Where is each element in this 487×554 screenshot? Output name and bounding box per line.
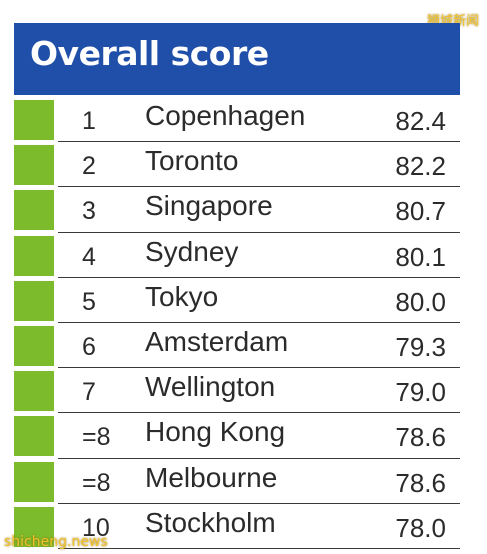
city-label: Sydney [145, 235, 239, 267]
row-swatch [14, 461, 54, 502]
row-divider [58, 321, 460, 323]
row-divider [58, 547, 460, 549]
row-swatch [14, 325, 54, 366]
row-divider [58, 276, 460, 278]
row-swatch [14, 416, 54, 457]
score-value: 78.0 [395, 512, 446, 543]
rank-label: 10 [82, 513, 110, 542]
table-row: 6 Amsterdam 79.3 [14, 323, 460, 369]
row-swatch [14, 235, 54, 276]
rank-label: 1 [82, 107, 96, 135]
row-swatch [14, 190, 54, 231]
table-row: 7 Wellington 79.0 [14, 368, 460, 414]
score-value: 82.2 [395, 151, 446, 182]
row-swatch [14, 100, 54, 140]
rank-label: 3 [82, 197, 96, 226]
city-label: Wellington [145, 371, 276, 403]
row-divider [58, 141, 460, 143]
score-value: 79.3 [395, 331, 446, 362]
row-divider [58, 502, 460, 504]
score-value: 79.0 [395, 377, 446, 408]
row-divider [58, 412, 460, 414]
city-label: Tokyo [145, 280, 219, 312]
city-label: Melbourne [145, 461, 278, 493]
table-row: =8 Hong Kong 78.6 [14, 413, 460, 459]
score-value: 78.6 [395, 422, 446, 453]
city-label: Stockholm [145, 506, 276, 538]
row-divider [58, 231, 460, 233]
chart-header: Overall score [14, 23, 460, 95]
city-label: Amsterdam [145, 325, 289, 357]
city-label: Hong Kong [145, 416, 286, 448]
table-row: 3 Singapore 80.7 [14, 187, 460, 233]
score-value: 78.6 [395, 467, 446, 498]
ranking-table: 1 Copenhagen 82.4 2 Toronto 82.2 3 Singapore 80.… [14, 97, 460, 549]
row-swatch [14, 280, 54, 321]
row-divider [58, 457, 460, 459]
score-value: 80.1 [395, 241, 446, 272]
rank-label: =8 [82, 423, 111, 452]
table-row: 5 Tokyo 80.0 [14, 278, 460, 323]
row-swatch [14, 506, 54, 547]
table-row: =8 Melbourne 78.6 [14, 459, 460, 504]
rank-label: 6 [82, 332, 96, 361]
row-swatch [14, 145, 54, 186]
table-row: 4 Sydney 80.1 [14, 233, 460, 278]
score-value: 82.4 [395, 106, 446, 136]
row-swatch [14, 371, 54, 412]
table-row: 10 Stockholm 78.0 [14, 504, 460, 549]
score-value: 80.7 [395, 196, 446, 227]
city-label: Singapore [145, 190, 273, 222]
table-row: 2 Toronto 82.2 [14, 142, 460, 188]
row-divider [58, 186, 460, 188]
rank-label: 5 [82, 287, 96, 316]
row-divider [58, 367, 460, 369]
table-row: 1 Copenhagen 82.4 [14, 97, 460, 143]
watermark-bottom: shicheng.news [4, 534, 108, 550]
score-value: 80.0 [395, 286, 446, 317]
rank-label: 2 [82, 152, 96, 181]
city-label: Copenhagen [145, 100, 306, 131]
rank-label: =8 [82, 468, 111, 497]
chart-title: Overall score [30, 34, 269, 73]
rank-label: 7 [82, 378, 96, 407]
city-label: Toronto [145, 145, 239, 177]
rank-label: 4 [82, 242, 96, 271]
